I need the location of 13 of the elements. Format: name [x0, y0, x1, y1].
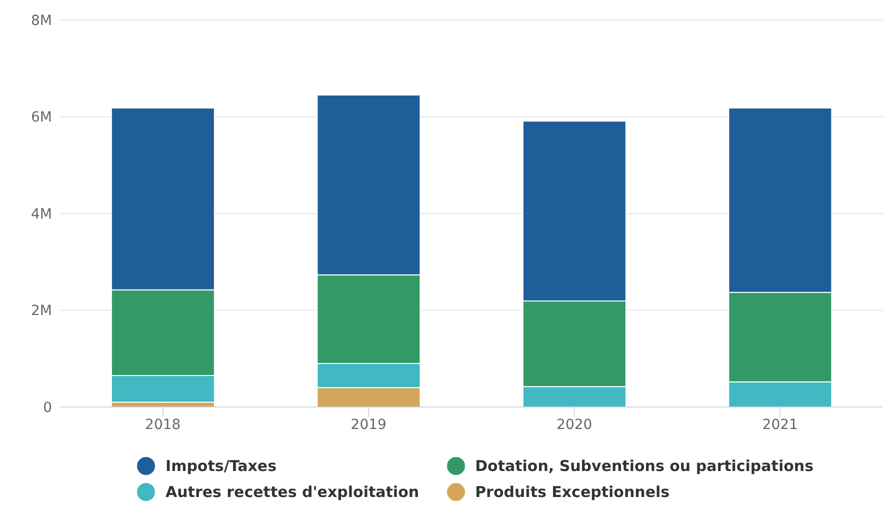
y-tick-label: 0	[43, 400, 52, 416]
x-tick-label: 2020	[556, 416, 592, 433]
legend-label: Impots/Taxes	[165, 457, 277, 475]
x-tick-label: 2021	[762, 416, 798, 433]
legend-label: Produits Exceptionnels	[475, 483, 670, 501]
legend-label: Autres recettes d'exploitation	[165, 483, 420, 501]
x-tick-label: 2018	[145, 416, 181, 433]
x-tick-label: 2019	[350, 416, 386, 433]
y-tick-label: 4M	[31, 206, 52, 222]
y-tick-label: 6M	[31, 110, 52, 126]
y-tick-label: 8M	[31, 12, 52, 29]
y-tick-label: 2M	[31, 303, 52, 320]
legend-label: Dotation, Subventions ou participations	[475, 457, 814, 475]
